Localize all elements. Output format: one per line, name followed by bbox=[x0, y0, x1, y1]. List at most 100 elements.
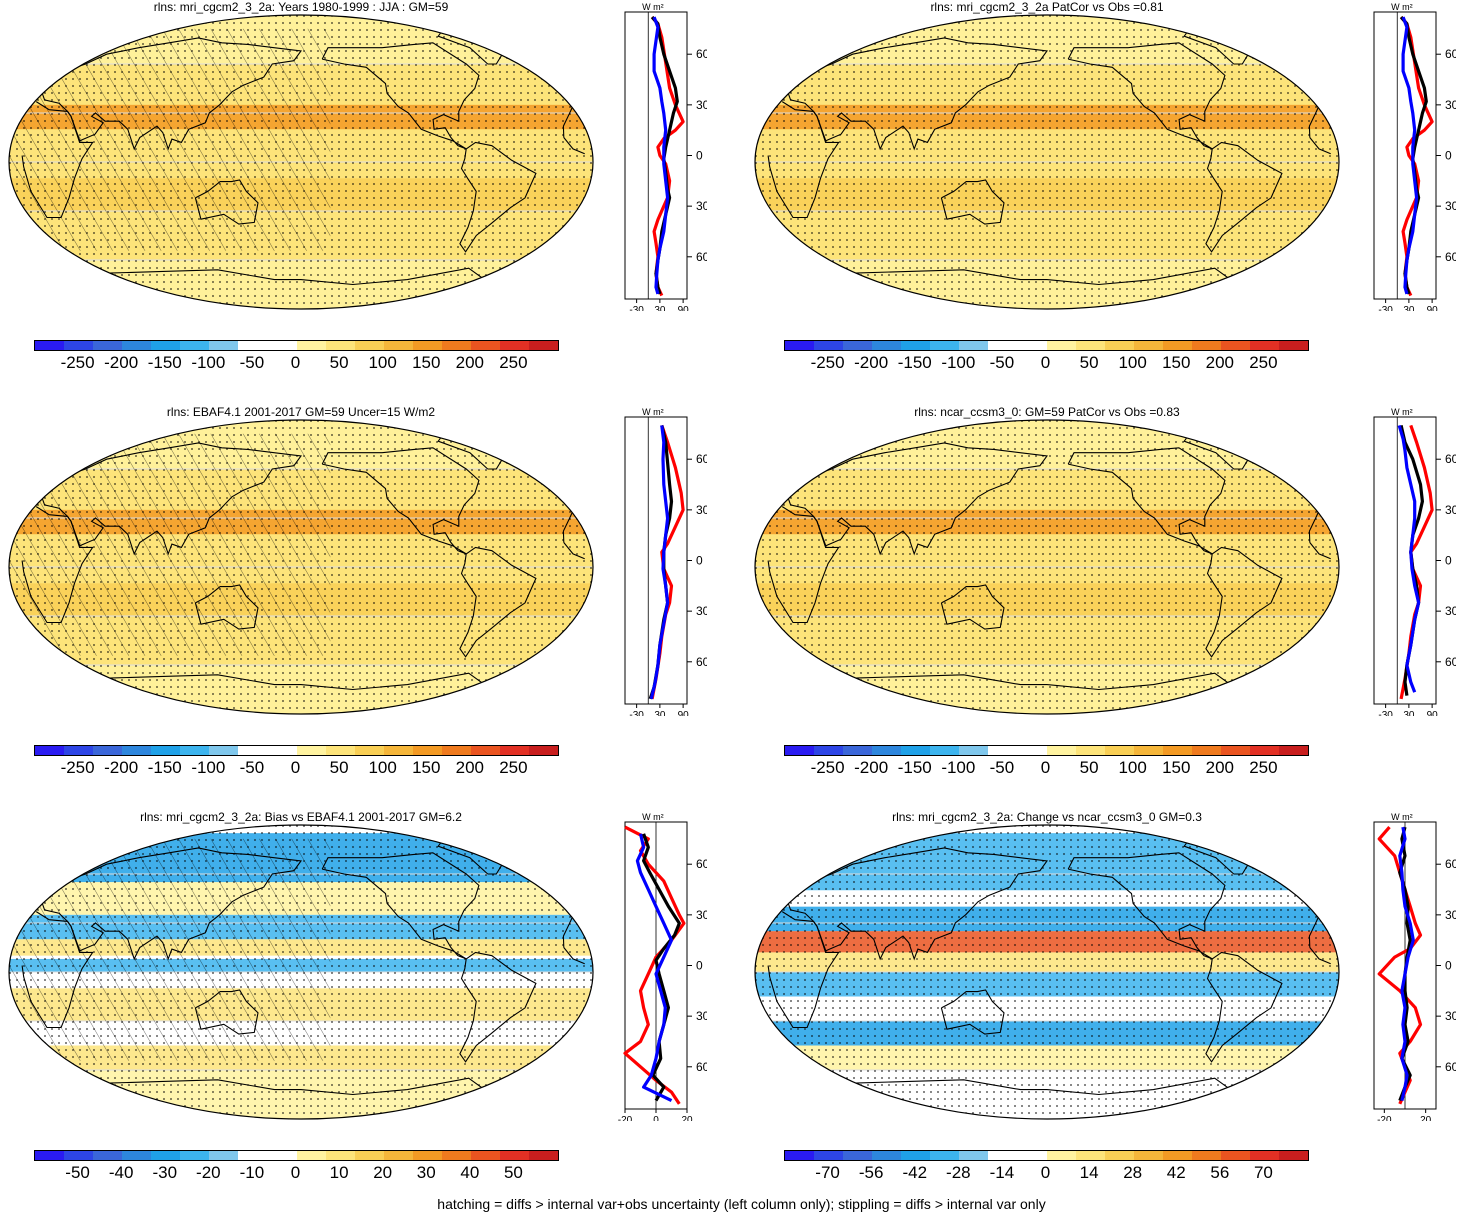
colorbar-swatch bbox=[1279, 1151, 1309, 1160]
colorbar-swatch bbox=[151, 341, 181, 350]
zonal-xtick-label: -30 bbox=[1378, 710, 1393, 716]
colorbar-swatch bbox=[901, 1151, 931, 1160]
coastline-australia bbox=[194, 584, 259, 630]
colorbar-label: 250 bbox=[1249, 758, 1278, 777]
colorbar-swatch bbox=[1133, 746, 1163, 755]
colorbar-label: -100 bbox=[941, 758, 976, 777]
colorbar-label: -250 bbox=[60, 758, 95, 777]
colorbar-label: -250 bbox=[60, 353, 95, 372]
colorbar bbox=[784, 340, 1309, 351]
zonal-series-ref bbox=[652, 16, 670, 295]
world-map bbox=[8, 14, 594, 310]
zonal-ytick-label: 60S bbox=[696, 655, 707, 669]
colorbar-swatch bbox=[988, 1151, 1018, 1160]
colorbar-label: -250 bbox=[810, 353, 845, 372]
colorbar-label: 42 bbox=[1166, 1163, 1186, 1182]
colorbar-swatch bbox=[238, 746, 268, 755]
coastline-antarctica bbox=[1046, 267, 1240, 287]
colorbar-swatch bbox=[1046, 746, 1076, 755]
colorbar-swatch bbox=[785, 341, 815, 350]
coastline-africa bbox=[1309, 137, 1331, 155]
coastline-eurasia bbox=[21, 442, 302, 556]
zonal-ytick-label: 0 bbox=[696, 554, 703, 568]
map-stippling bbox=[755, 15, 1339, 309]
colorbar-label: -50 bbox=[989, 353, 1015, 372]
colorbar-label: -150 bbox=[897, 353, 932, 372]
panel-patcor-model: rlns: mri_cgcm2_3_2a PatCor vs Obs =0.81… bbox=[741, 0, 1483, 395]
coastline-eurasia bbox=[767, 37, 1048, 151]
colorbar-swatch bbox=[1017, 1151, 1047, 1160]
colorbar-swatch bbox=[901, 746, 931, 755]
colorbar-label: 0 bbox=[1040, 1163, 1051, 1182]
zonal-series-obs bbox=[1399, 16, 1434, 297]
colorbar-swatch bbox=[1279, 746, 1309, 755]
colorbar-labels: -50 -40 -30 -20 -10 0 10 20 30 40 50 bbox=[34, 1163, 557, 1183]
colorbar-label: -10 bbox=[239, 1163, 265, 1182]
colorbar-label: -200 bbox=[104, 353, 139, 372]
colorbar-swatch bbox=[1279, 341, 1309, 350]
zonal-ytick-label: 30N bbox=[696, 503, 707, 517]
coastline-africa bbox=[563, 137, 585, 155]
zonal-ytick-label: 60S bbox=[1445, 1060, 1456, 1074]
zonal-ytick-label: 30S bbox=[1445, 1009, 1456, 1023]
colorbar-swatch bbox=[325, 1151, 355, 1160]
colorbar-swatch bbox=[1162, 746, 1192, 755]
colorbar bbox=[784, 745, 1309, 756]
colorbar-swatch bbox=[441, 1151, 471, 1160]
colorbar-swatch bbox=[1220, 1151, 1250, 1160]
zonal-ytick-label: 30S bbox=[696, 1009, 707, 1023]
coastline-africa bbox=[21, 101, 94, 219]
colorbar-swatch bbox=[1191, 746, 1221, 755]
zonal-xtick-label: -30 bbox=[629, 305, 644, 311]
colorbar-swatch bbox=[93, 1151, 123, 1160]
coastline-samerica bbox=[459, 141, 537, 253]
zonal-ytick-label: 60N bbox=[1445, 47, 1456, 61]
zonal-series-obs bbox=[623, 825, 686, 1105]
coastline-australia bbox=[940, 584, 1005, 630]
zonal-ytick-label: 60N bbox=[1445, 857, 1456, 871]
colorbar-label: -28 bbox=[946, 1163, 971, 1182]
colorbar-label: -14 bbox=[989, 1163, 1015, 1182]
colorbar-swatch bbox=[122, 746, 152, 755]
map-boundary bbox=[754, 14, 1340, 310]
colorbar-swatch bbox=[1133, 1151, 1163, 1160]
colorbar bbox=[784, 1150, 1309, 1161]
colorbar-label: 250 bbox=[499, 353, 528, 372]
zonal-series-ref bbox=[635, 833, 674, 1103]
zonal-series-ref bbox=[1397, 424, 1421, 693]
colorbar-swatch bbox=[1220, 746, 1250, 755]
colorbar-label: 200 bbox=[1205, 353, 1235, 372]
colorbar-swatch bbox=[814, 1151, 844, 1160]
colorbar-label: -42 bbox=[902, 1163, 928, 1182]
colorbar-label: 70 bbox=[1253, 1163, 1273, 1182]
coastline-africa bbox=[1309, 542, 1331, 560]
zonal-units-label: W m² bbox=[642, 407, 664, 417]
coastline-samerica bbox=[459, 546, 537, 658]
zonal-units-label: W m² bbox=[642, 2, 664, 12]
colorbar-swatch bbox=[354, 746, 384, 755]
map-boundary bbox=[754, 419, 1340, 715]
colorbar-swatch bbox=[267, 341, 297, 350]
colorbar-swatch bbox=[1191, 1151, 1221, 1160]
colorbar-swatch bbox=[814, 746, 844, 755]
colorbar-swatch bbox=[785, 746, 815, 755]
zonal-xtick-label: 30 bbox=[1403, 305, 1415, 311]
colorbar-label: -150 bbox=[147, 353, 182, 372]
zonal-ytick-label: 60S bbox=[696, 1060, 707, 1074]
coastline-antarctica bbox=[300, 267, 494, 287]
colorbar-swatch bbox=[296, 1151, 326, 1160]
zonal-mean-plot: W m² 60N 30N 0 30S 60S -20 20 bbox=[1373, 812, 1456, 1121]
colorbar-label: -30 bbox=[152, 1163, 178, 1182]
colorbar-swatch bbox=[930, 341, 960, 350]
map-boundary bbox=[8, 419, 594, 715]
colorbar-swatch bbox=[1133, 341, 1163, 350]
panel-title: rlns: EBAF4.1 2001-2017 GM=59 Uncer=15 W… bbox=[166, 405, 436, 419]
zonal-units-label: W m² bbox=[1391, 2, 1413, 12]
colorbar-swatch bbox=[1104, 341, 1134, 350]
colorbar-label: -200 bbox=[104, 758, 139, 777]
zonal-ytick-label: 30N bbox=[1445, 98, 1456, 112]
map-boundary bbox=[8, 14, 594, 310]
colorbar-label: -200 bbox=[854, 353, 889, 372]
colorbar-label: -50 bbox=[65, 1163, 90, 1182]
coastline-africa bbox=[767, 101, 840, 219]
